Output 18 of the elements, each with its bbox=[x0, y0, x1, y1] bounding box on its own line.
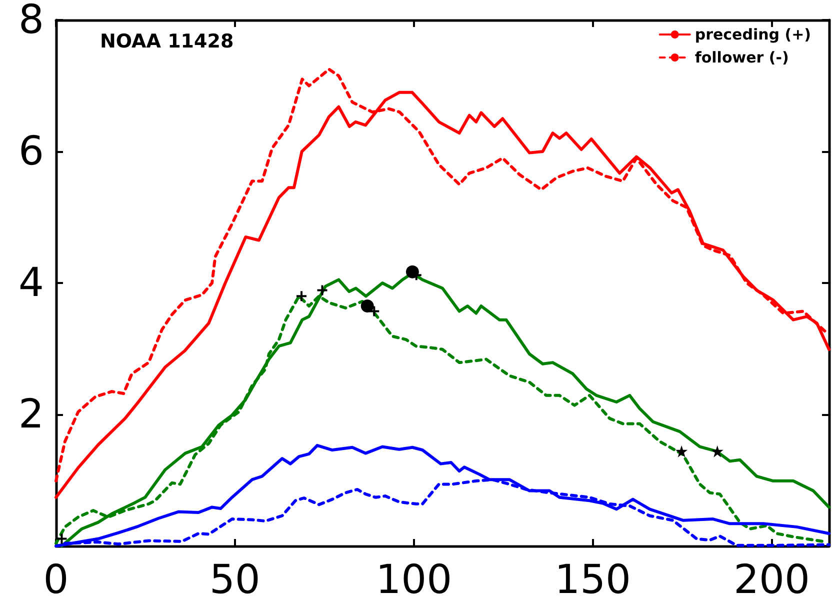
point bbox=[317, 285, 328, 296]
legend-label: preceding (+) bbox=[694, 26, 812, 44]
point bbox=[711, 445, 724, 458]
y-tick-label: 6 bbox=[18, 128, 44, 174]
legend-label: follower (-) bbox=[694, 48, 789, 66]
y-tick-label: 2 bbox=[18, 392, 44, 438]
y-tick-label: 4 bbox=[18, 260, 44, 306]
point bbox=[360, 300, 374, 313]
x-tick-label: 100 bbox=[376, 557, 452, 603]
point bbox=[369, 306, 380, 316]
x-tick-label: 0 bbox=[43, 557, 69, 603]
point bbox=[676, 445, 688, 458]
y-tick-label: 8 bbox=[18, 0, 44, 43]
x-tick-label: 200 bbox=[734, 557, 810, 603]
point bbox=[296, 291, 306, 302]
text: NOAA 11428 bbox=[100, 30, 234, 52]
x-tick-label: 50 bbox=[209, 557, 260, 603]
x-tick-label: 150 bbox=[554, 557, 631, 603]
